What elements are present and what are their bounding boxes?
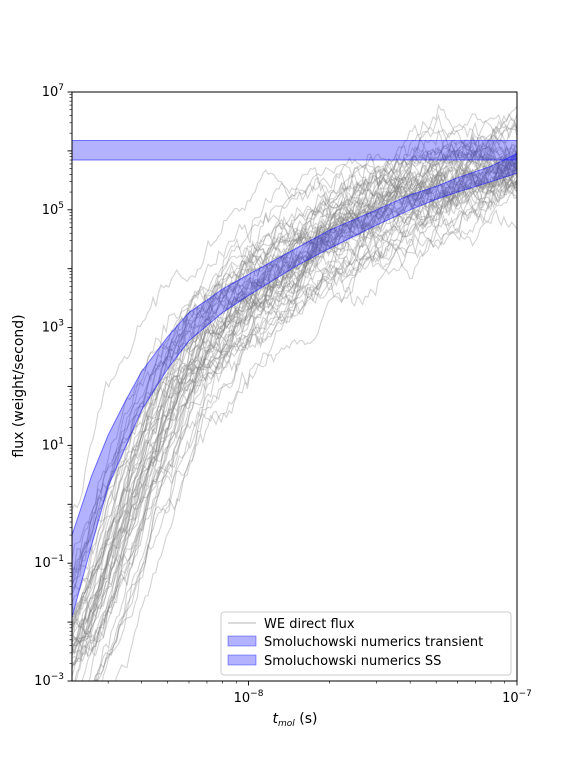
x-tick-exponent: −7	[519, 689, 532, 699]
we-trajectory-line	[72, 163, 517, 655]
y-tick-exponent: 3	[58, 319, 64, 329]
we-trajectory-line	[72, 103, 517, 575]
smoluchowski-transient-band	[72, 153, 517, 618]
we-trajectory-line	[72, 131, 517, 643]
y-axis-label: flux (weight/second)	[11, 314, 27, 457]
y-tick-label: 10−3	[34, 672, 64, 689]
y-tick-base: 10	[42, 203, 59, 218]
x-tick-exponent: −8	[250, 689, 264, 699]
we-trajectory-line	[72, 151, 517, 657]
we-trajectory-line	[72, 177, 517, 646]
we-trajectories	[72, 103, 517, 681]
we-trajectory-line	[72, 112, 517, 595]
we-trajectory-line	[72, 147, 517, 654]
we-trajectory-line	[72, 166, 517, 658]
x-tick-base: 10	[234, 691, 251, 706]
legend-label-we-direct-flux: WE direct flux	[264, 617, 355, 632]
we-trajectory-line	[72, 113, 517, 510]
we-trajectory-line	[93, 174, 517, 681]
we-trajectory-line	[72, 152, 517, 627]
x-axis-label: tmol (s)	[273, 711, 318, 729]
y-tick-base: 10	[42, 321, 59, 336]
we-trajectory-line	[93, 176, 517, 681]
y-tick-exponent: −1	[51, 554, 64, 564]
we-trajectory-line	[72, 157, 517, 656]
we-trajectory-line	[96, 178, 517, 681]
we-trajectory-line	[72, 139, 517, 590]
we-trajectory-line	[72, 162, 517, 666]
legend: WE direct flux Smoluchowski numerics tra…	[220, 611, 512, 676]
we-trajectory-line	[72, 157, 517, 636]
we-trajectory-line	[72, 154, 517, 615]
we-trajectory-line	[72, 164, 517, 666]
we-trajectory-line	[72, 146, 517, 586]
y-tick-base: 10	[34, 674, 51, 689]
y-tick-exponent: −3	[51, 672, 64, 682]
we-trajectory-line	[72, 148, 517, 604]
we-trajectory-line	[72, 119, 517, 612]
x-tick-label: 10−8	[234, 689, 264, 706]
y-tick-label: 103	[42, 319, 64, 336]
y-tick-exponent: 1	[58, 436, 64, 446]
we-trajectory-line	[72, 143, 517, 667]
we-trajectory-line	[95, 173, 517, 681]
x-axis-label-sub: mol	[278, 719, 295, 729]
y-tick-label: 101	[42, 436, 64, 453]
we-trajectory-line	[81, 171, 517, 681]
y-tick-label: 10−1	[34, 554, 64, 571]
plot-background	[72, 92, 517, 681]
we-trajectory-line	[72, 121, 517, 593]
we-trajectory-line	[72, 145, 517, 649]
legend-swatch-ss	[227, 654, 257, 666]
y-tick-label: 105	[42, 201, 64, 218]
we-trajectory-line	[72, 122, 517, 571]
we-trajectory-line	[74, 163, 517, 681]
we-trajectory-line	[72, 124, 517, 586]
we-trajectory-line	[81, 178, 517, 681]
data-layer	[72, 103, 517, 681]
we-trajectory-line	[72, 139, 517, 581]
we-trajectory-line	[72, 161, 517, 624]
we-trajectory-line	[72, 142, 517, 634]
we-trajectory-line	[72, 164, 517, 629]
we-trajectory-line	[72, 154, 517, 643]
legend-frame	[220, 611, 512, 676]
we-trajectory-line	[72, 178, 517, 677]
y-tick-label: 107	[42, 83, 64, 100]
we-trajectory-line	[72, 160, 517, 561]
we-trajectory-line	[72, 163, 517, 624]
y-tick-base: 10	[42, 85, 59, 100]
we-trajectory-line	[114, 209, 517, 681]
legend-swatch-transient	[227, 635, 257, 647]
we-trajectory-line	[88, 177, 517, 681]
we-trajectory-line	[72, 190, 517, 656]
y-tick-base: 10	[34, 556, 51, 571]
x-axis-label-unit: (s)	[295, 711, 318, 727]
we-trajectory-line	[72, 182, 517, 667]
x-axis-label-var: t	[273, 711, 279, 727]
legend-label-ss: Smoluchowski numerics SS	[264, 654, 441, 669]
x-tick-base: 10	[502, 691, 519, 706]
we-trajectory-line	[72, 156, 517, 642]
we-trajectory-line	[92, 181, 517, 681]
we-trajectory-line	[72, 136, 517, 647]
we-trajectory-line	[72, 148, 517, 578]
we-trajectory-line	[72, 145, 517, 652]
we-trajectory-line	[72, 143, 517, 644]
we-trajectory-line	[72, 141, 517, 626]
we-trajectory-line	[72, 138, 517, 586]
we-trajectory-line	[72, 150, 517, 627]
x-tick-label: 10−7	[502, 689, 532, 706]
we-trajectory-line	[72, 167, 517, 669]
legend-label-transient: Smoluchowski numerics transient	[264, 635, 483, 650]
smoluchowski-ss-band	[72, 140, 517, 161]
y-tick-base: 10	[42, 438, 59, 453]
y-tick-exponent: 7	[58, 83, 64, 93]
we-trajectory-line	[72, 150, 517, 640]
we-trajectory-line	[72, 162, 517, 662]
y-tick-exponent: 5	[58, 201, 64, 211]
